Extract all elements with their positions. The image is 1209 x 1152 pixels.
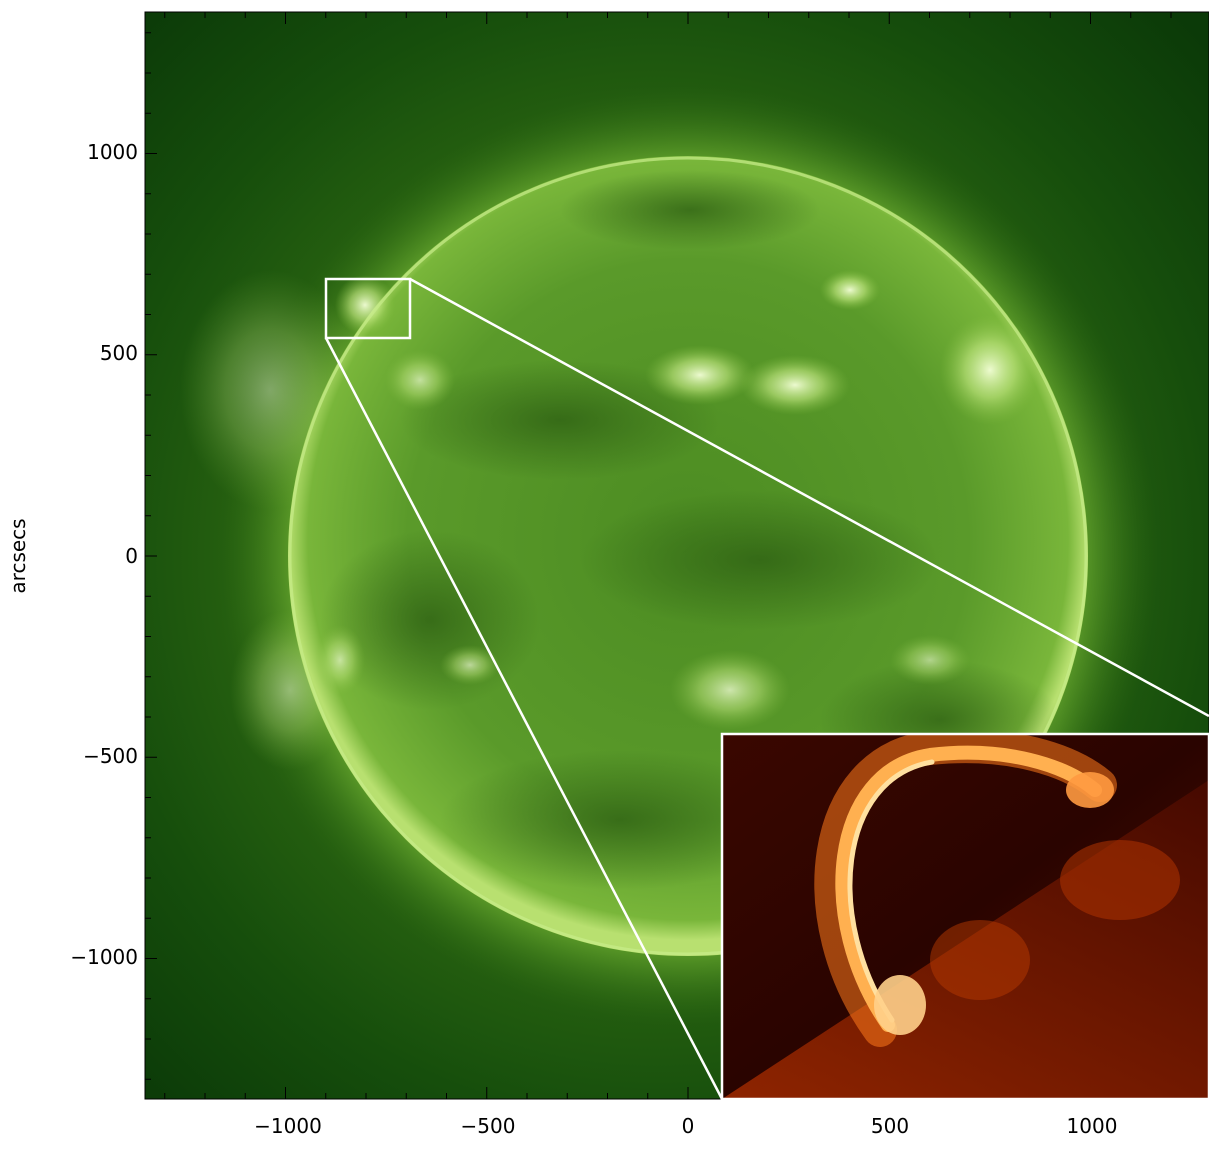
zoom-connector-lower: [324, 337, 724, 1100]
x-tick-label: −1000: [254, 1114, 322, 1138]
y-tick-label: −500: [83, 744, 138, 768]
zoom-indicator: [324, 277, 1209, 1100]
x-tick-label: 1000: [1066, 1114, 1118, 1138]
y-tick-label: −1000: [70, 945, 138, 969]
y-axis-title: arcsecs: [6, 518, 30, 594]
zoom-inset-image: [722, 734, 1209, 1099]
x-tick-label: 0: [681, 1114, 695, 1138]
y-tick-label: 500: [99, 341, 138, 365]
y-tick-label: 1000: [87, 140, 138, 164]
axis-ticks: [145, 12, 1172, 1099]
x-tick-label: 500: [870, 1114, 910, 1138]
zoom-connector-upper: [409, 277, 1209, 718]
zoom-inset-frame: [720, 732, 1209, 1101]
x-tick-label: −500: [460, 1114, 516, 1138]
zoom-box: [324, 277, 412, 340]
y-tick-label: 0: [125, 544, 138, 568]
